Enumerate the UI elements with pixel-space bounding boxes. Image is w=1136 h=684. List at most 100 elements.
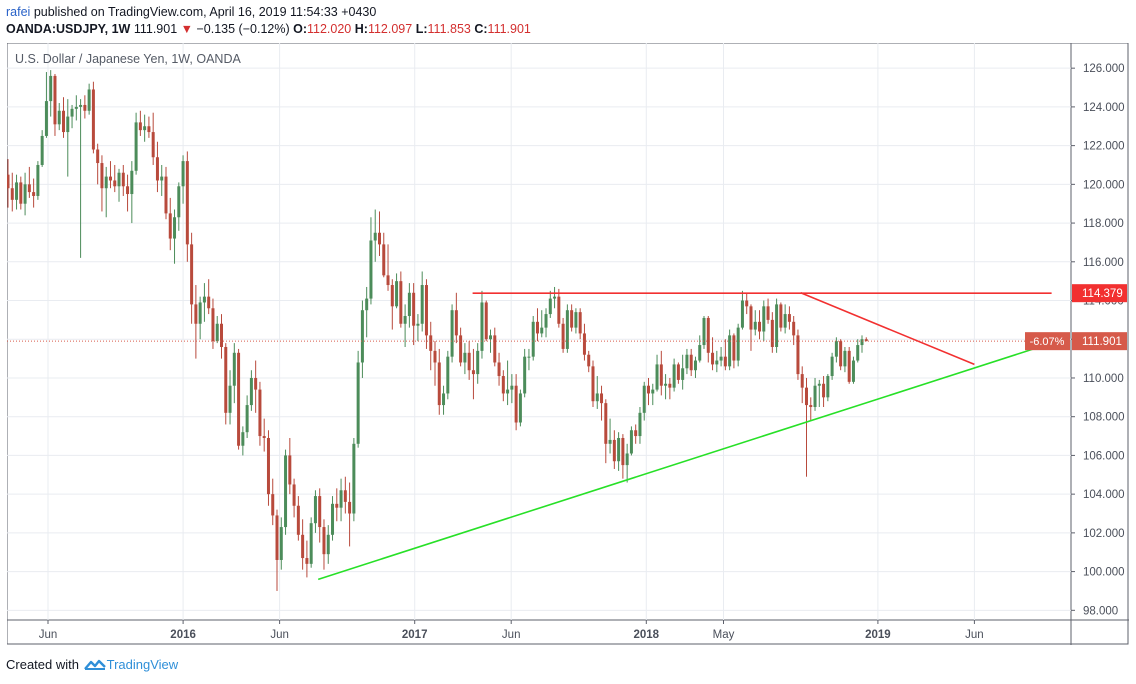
y-tick-label: 110.000	[1083, 373, 1124, 385]
candle-down	[561, 323, 565, 349]
candle-down	[557, 296, 561, 324]
publish-line: rafei published on TradingView.com, Apri…	[6, 4, 531, 21]
candle-up	[181, 161, 185, 187]
change-value: −0.135 (−0.12%)	[196, 22, 290, 36]
candle-down	[578, 312, 582, 334]
candle-up	[331, 503, 335, 535]
candle-down	[711, 352, 715, 365]
candle-up	[775, 304, 779, 347]
candle-up	[544, 314, 548, 328]
candle-up	[702, 317, 706, 346]
candle-down	[190, 244, 194, 305]
author-link[interactable]: rafei	[6, 5, 31, 19]
candle-down	[108, 176, 112, 181]
last-price: 111.901	[133, 22, 178, 36]
down-arrow-icon: ▼	[180, 22, 194, 36]
candle-down	[96, 149, 100, 164]
y-tick-label: 116.000	[1083, 257, 1124, 269]
y-tick-label: 98.000	[1083, 605, 1118, 617]
candle-down	[424, 285, 428, 336]
candle-down	[689, 354, 693, 371]
candle-up	[326, 534, 330, 555]
candle-down	[386, 275, 390, 286]
candle-down	[587, 354, 591, 367]
candle-down	[459, 335, 463, 363]
candle-down	[113, 180, 117, 187]
candle-down	[126, 186, 130, 195]
candle-down	[275, 515, 279, 560]
candle-up	[518, 393, 522, 423]
y-tick-label: 100.000	[1083, 567, 1125, 579]
candle-down	[621, 437, 625, 466]
candle-up	[574, 312, 578, 328]
x-tick-label: 2019	[865, 629, 891, 641]
candle-up	[352, 443, 356, 514]
candle-up	[173, 217, 177, 239]
candlestick-chart[interactable]: 98.000 100.000 102.000 104.000 106.000 108.00…	[7, 43, 1129, 645]
candle-up	[698, 345, 702, 361]
candle-down	[382, 244, 386, 276]
candle-up	[548, 298, 552, 315]
candle-up	[608, 439, 612, 444]
y-tick-label: 122.000	[1083, 141, 1125, 153]
chart-area[interactable]: 98.000 100.000 102.000 104.000 106.000 108.00…	[7, 43, 1129, 645]
candle-down	[514, 385, 518, 423]
candle-up	[728, 335, 732, 367]
candle-down	[745, 300, 749, 307]
descending-trendline	[800, 292, 975, 366]
candle-down	[454, 310, 458, 336]
candle-down	[19, 182, 23, 204]
candle-down	[429, 335, 433, 351]
candle-down	[659, 364, 663, 386]
candle-down	[787, 314, 791, 322]
x-tick-label: 2017	[402, 629, 428, 641]
candle-up	[638, 412, 642, 437]
created-with-text: Created with	[6, 657, 79, 672]
candle-down	[151, 132, 155, 158]
candle-up	[339, 490, 343, 508]
candle-down	[497, 362, 501, 377]
candle-up	[117, 172, 121, 187]
candle-down	[570, 310, 574, 328]
x-tick-label: May	[713, 629, 735, 641]
candle-up	[160, 176, 164, 181]
candle-up	[740, 300, 744, 328]
candle-down	[207, 296, 211, 309]
candle-down	[100, 163, 104, 189]
candle-down	[194, 304, 198, 324]
candle-down	[301, 534, 305, 559]
candle-up	[241, 432, 245, 446]
candle-down	[706, 317, 710, 353]
candle-up	[450, 310, 454, 357]
candle-down	[749, 306, 753, 330]
candle-up	[228, 385, 232, 413]
candle-down	[600, 393, 604, 404]
chart-title: U.S. Dollar / Japanese Yen, 1W, OANDA	[15, 52, 241, 66]
candle-down	[437, 362, 441, 406]
x-tick-label: 2016	[170, 629, 196, 641]
candle-up	[44, 101, 48, 136]
y-tick-label: 108.000	[1083, 412, 1125, 424]
candle-up	[130, 170, 134, 195]
support-trendline	[317, 342, 1052, 581]
candle-up	[617, 437, 621, 462]
candle-down	[647, 385, 650, 394]
tradingview-link[interactable]: TradingView	[106, 657, 179, 672]
candle-down	[723, 356, 727, 367]
candle-down	[471, 370, 475, 375]
candle-down	[168, 213, 172, 239]
candle-down	[7, 174, 10, 189]
candle-up	[629, 430, 633, 454]
candle-up	[851, 360, 855, 382]
candle-down	[296, 505, 300, 535]
candle-down	[237, 352, 241, 446]
candle-up	[202, 296, 206, 303]
candle-down	[147, 126, 151, 133]
candle-up	[66, 116, 70, 133]
candle-up	[753, 321, 757, 330]
candle-down	[847, 350, 851, 382]
candle-down	[335, 503, 339, 508]
candle-up	[49, 75, 53, 102]
candle-up	[625, 453, 629, 466]
candle-down	[758, 321, 762, 332]
